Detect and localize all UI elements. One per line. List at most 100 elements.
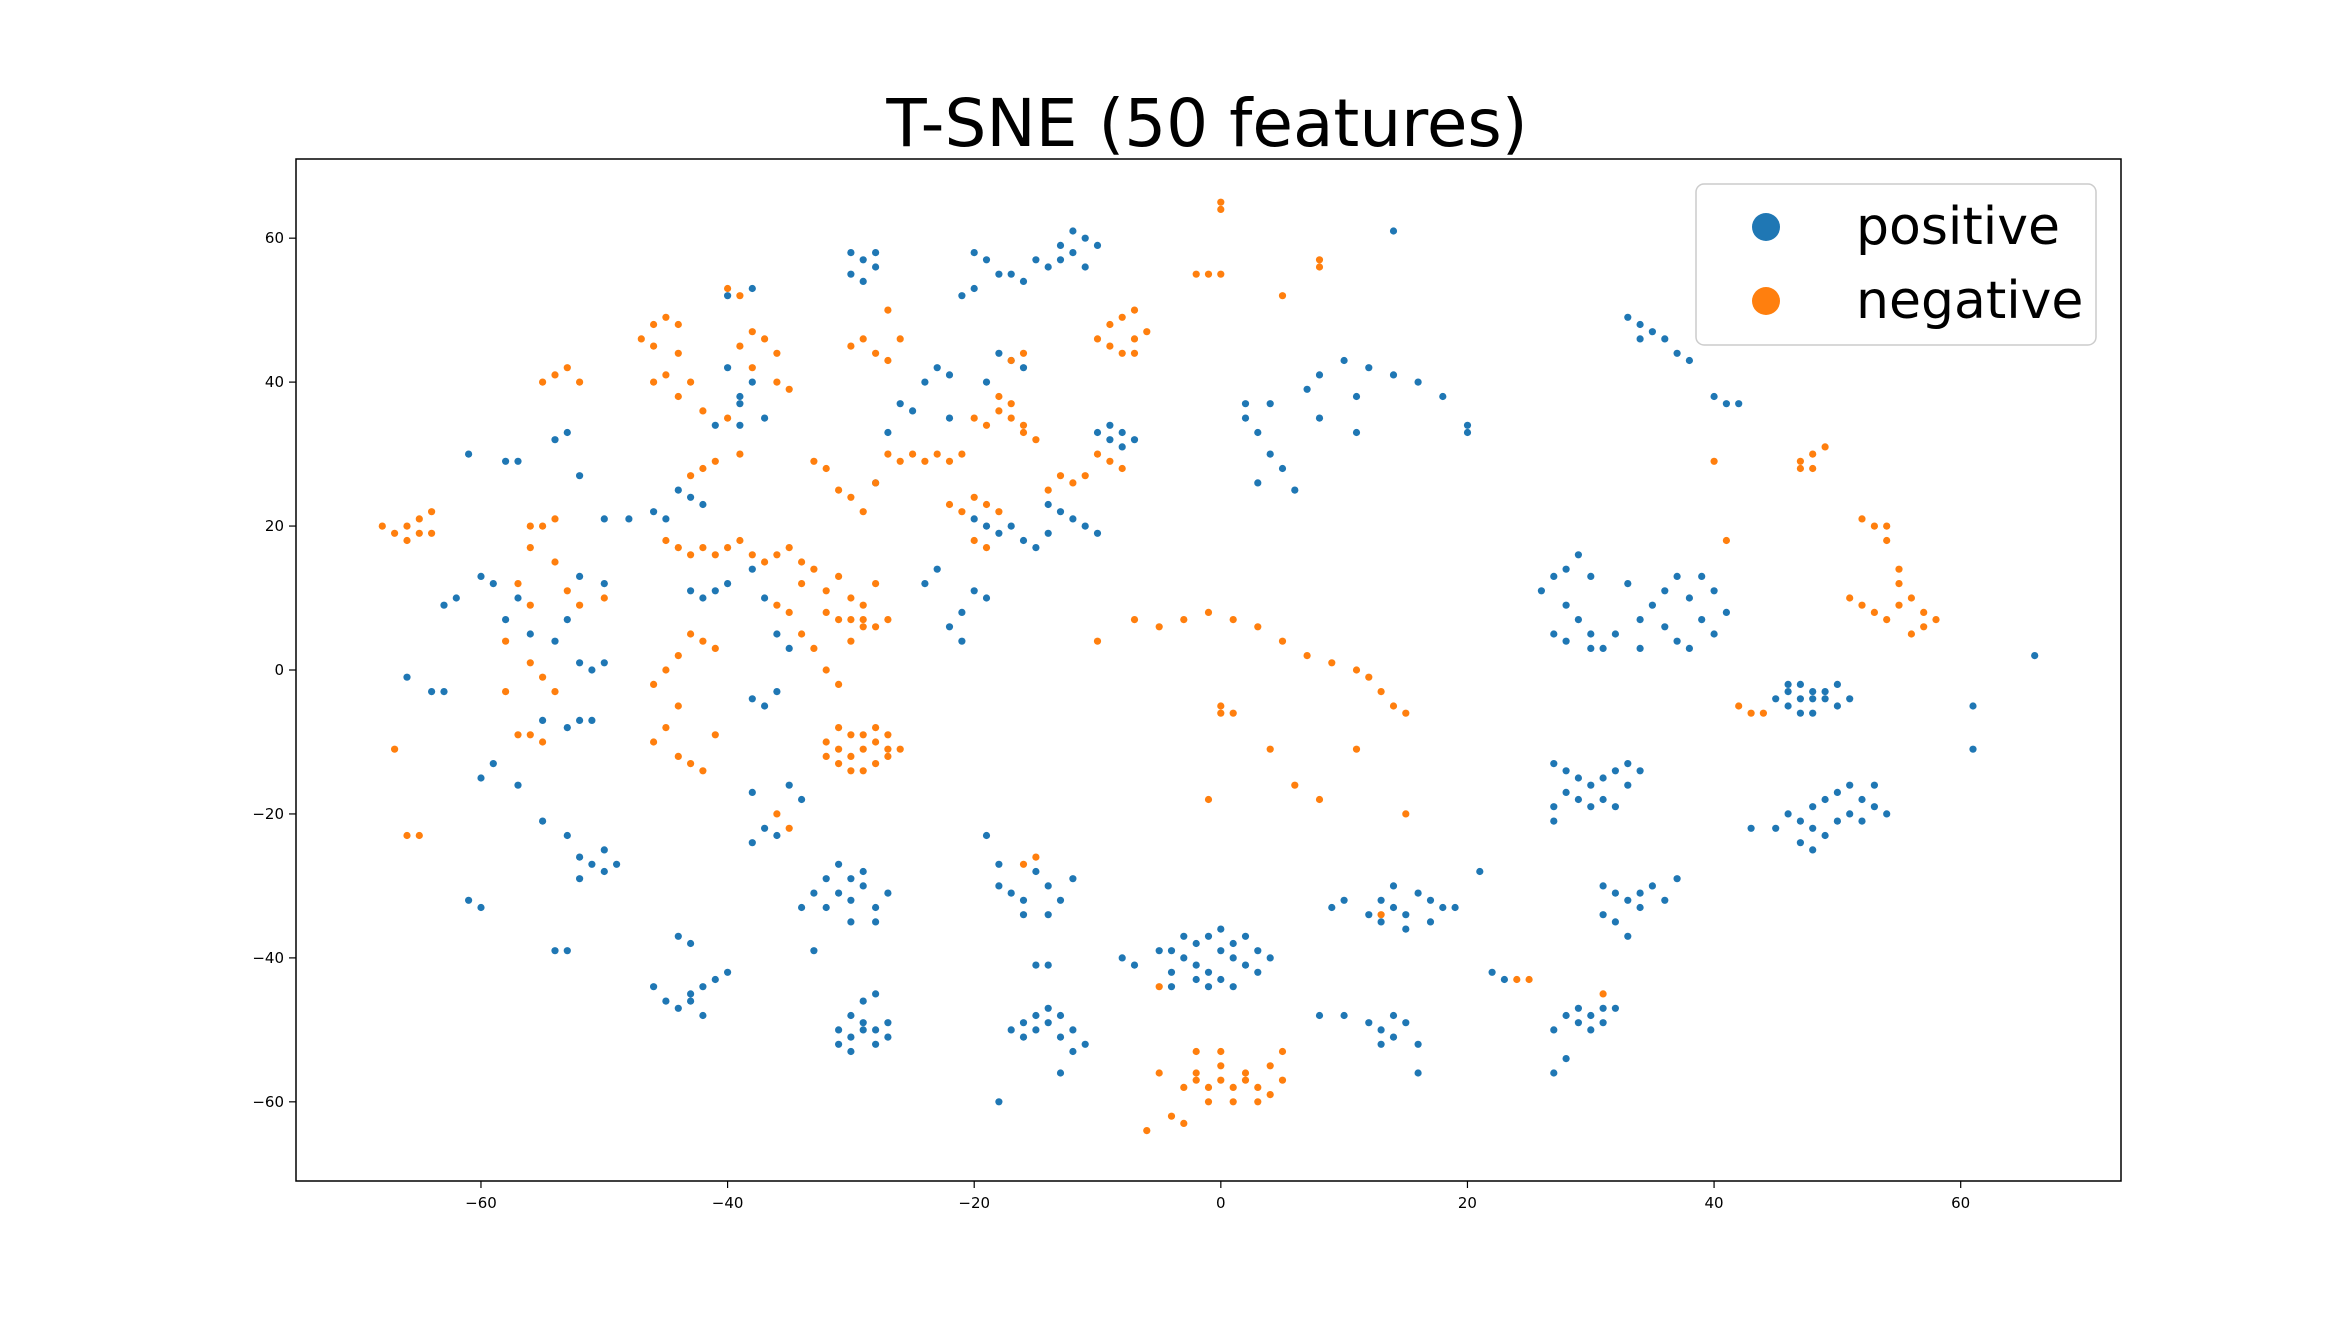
point-positive-381 [1870,781,1878,789]
x-tick-label: 40 [1705,1194,1724,1212]
point-positive-102 [847,1033,855,1041]
point-positive-361 [1784,680,1792,689]
point-positive-162 [958,608,966,617]
legend-marker-positive [1752,213,1780,241]
point-positive-238 [1439,392,1447,401]
point-positive-175 [1044,911,1052,919]
point-negative-255 [1846,594,1854,602]
point-positive-375 [1796,839,1804,847]
point-negative-77 [662,724,670,732]
point-negative-94 [822,666,830,674]
point-negative-261 [1920,608,1928,617]
point-positive-180 [1032,1026,1040,1034]
point-negative-107 [872,738,880,746]
point-positive-62 [773,831,781,840]
point-positive-136 [1044,263,1052,271]
point-negative-126 [859,508,867,516]
point-negative-215 [1204,1083,1213,1091]
point-positive-378 [1747,824,1755,832]
chart-title: T-SNE (50 features) [885,85,1527,162]
point-positive-174 [1019,911,1028,919]
point-positive-126 [945,414,954,422]
point-positive-178 [1007,1026,1015,1034]
point-positive-262 [1365,1019,1373,1027]
point-positive-283 [1698,616,1706,624]
point-positive-159 [1044,500,1052,509]
point-positive-261 [1340,1011,1348,1020]
point-positive-314 [1550,817,1558,825]
point-positive-346 [1722,400,1730,408]
point-positive-292 [1624,580,1632,588]
point-negative-223 [1217,1062,1225,1070]
point-negative-101 [859,616,867,624]
point-positive-302 [1587,781,1595,789]
point-negative-177 [1032,853,1040,861]
point-negative-87 [822,587,830,595]
point-positive-231 [1241,400,1250,408]
point-positive-4 [563,428,571,437]
point-negative-241 [1735,702,1743,710]
point-negative-264 [1932,616,1940,624]
point-negative-220 [1266,1091,1274,1099]
point-negative-163 [1106,457,1114,465]
point-positive-204 [1192,961,1200,969]
point-positive-77 [687,587,695,595]
point-negative-244 [1796,457,1804,465]
point-negative-250 [1870,522,1878,530]
point-positive-248 [1377,896,1385,904]
point-negative-54 [736,342,744,350]
point-positive-0 [465,450,473,458]
point-positive-192 [1032,961,1040,969]
point-negative-74 [662,666,670,674]
point-negative-117 [872,724,880,732]
point-positive-318 [1636,889,1644,897]
point-positive-120 [933,364,941,372]
y-tick-label: −40 [252,949,284,967]
point-positive-342 [1661,335,1669,343]
point-positive-291 [1587,572,1595,581]
point-negative-182 [1180,616,1188,624]
point-positive-222 [1266,954,1274,962]
point-negative-150 [995,407,1003,415]
point-positive-156 [1081,522,1089,530]
point-positive-24 [576,659,584,667]
point-negative-114 [822,738,830,746]
point-negative-125 [847,493,855,501]
point-positive-246 [1328,903,1336,912]
point-positive-169 [1019,896,1028,904]
point-positive-44 [613,860,621,868]
point-positive-193 [1044,961,1052,969]
point-negative-168 [1118,349,1126,357]
point-positive-39 [576,853,584,861]
point-positive-376 [1846,810,1854,818]
point-negative-36 [637,335,645,343]
point-positive-356 [1796,709,1804,717]
point-negative-0 [391,745,399,753]
point-positive-58 [699,1011,707,1020]
point-positive-48 [477,903,485,912]
point-negative-221 [1278,1076,1287,1084]
point-negative-147 [982,544,991,552]
point-positive-288 [1562,565,1570,573]
point-positive-182 [1056,1033,1065,1041]
point-positive-210 [1180,932,1188,940]
point-negative-204 [1217,198,1225,206]
point-positive-247 [1340,896,1348,904]
point-negative-63 [724,544,732,552]
point-positive-47 [465,896,473,904]
point-negative-259 [1895,601,1903,609]
point-positive-305 [1624,760,1632,768]
point-negative-187 [1303,652,1311,660]
point-negative-190 [1365,673,1373,681]
legend-label-negative: negative [1856,271,2083,331]
point-positive-321 [1673,875,1681,883]
point-positive-307 [1562,788,1570,797]
point-positive-348 [1685,356,1693,365]
point-positive-228 [1278,464,1287,473]
point-negative-131 [921,457,929,465]
point-positive-350 [1784,688,1792,696]
point-positive-109 [835,1040,843,1048]
point-negative-174 [1130,349,1139,357]
point-negative-225 [1266,1062,1274,1070]
point-positive-243 [1315,414,1324,422]
